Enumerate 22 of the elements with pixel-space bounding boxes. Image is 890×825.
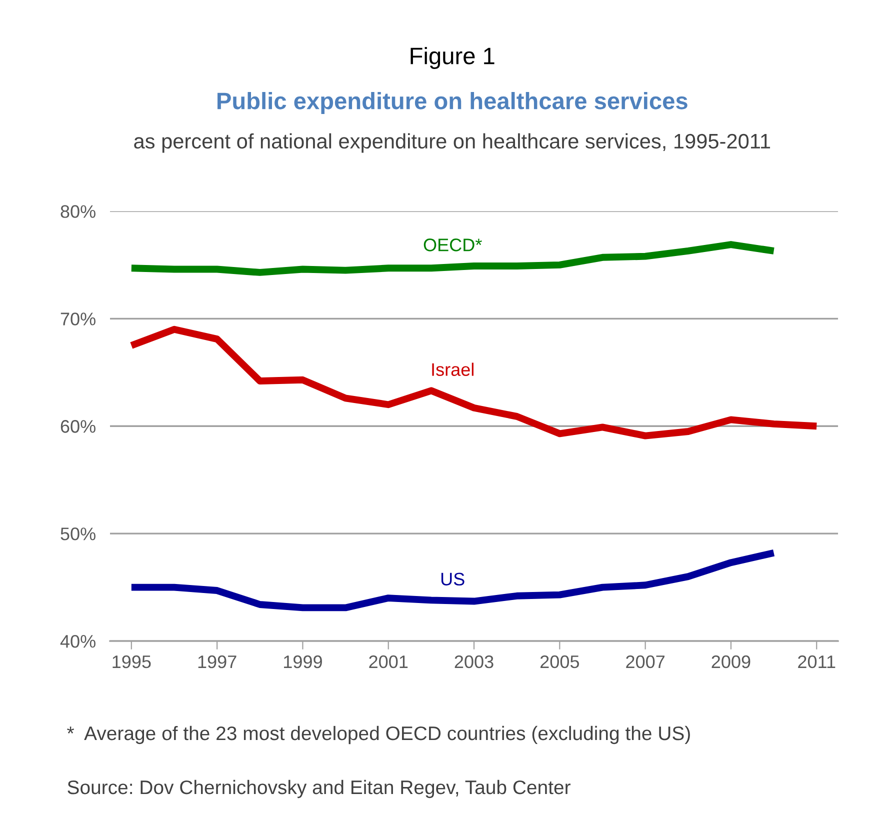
x-tick-label: 2009	[712, 655, 750, 668]
series-label: Israel	[432, 362, 474, 376]
y-tick-label: 50%	[60, 528, 96, 540]
x-tick-label: 1999	[284, 655, 322, 668]
series-label: US	[441, 572, 464, 586]
x-tick-label: 2001	[369, 655, 408, 668]
series-label: OECD*	[424, 238, 482, 252]
x-tick-label: 2003	[454, 655, 494, 668]
y-tick-label: 40%	[60, 634, 96, 648]
x-tick-label: 2007	[626, 655, 664, 668]
source-note: Source: Dov Chernichovsky and Eitan Regev, Taub Center	[68, 780, 570, 798]
y-axis-title: as percent of national expenditure on healthcare services, 1995-2011	[134, 133, 770, 153]
x-tick-label: 1995	[112, 655, 151, 668]
x-tick-label: 2011	[798, 655, 836, 668]
y-tick-label: 60%	[60, 420, 96, 433]
x-tick-label: 2005	[540, 655, 579, 668]
chart-title: Figure 1	[410, 46, 494, 70]
text: * Average of the 23 most developed OECD countries (excluding the US)	[67, 726, 690, 744]
chart-subtitle: Public expenditure on healthcare services	[218, 92, 688, 114]
y-tick-label: 80%	[60, 205, 96, 218]
x-tick-label: 1997	[198, 655, 236, 668]
y-tick-label: 70%	[60, 312, 96, 326]
